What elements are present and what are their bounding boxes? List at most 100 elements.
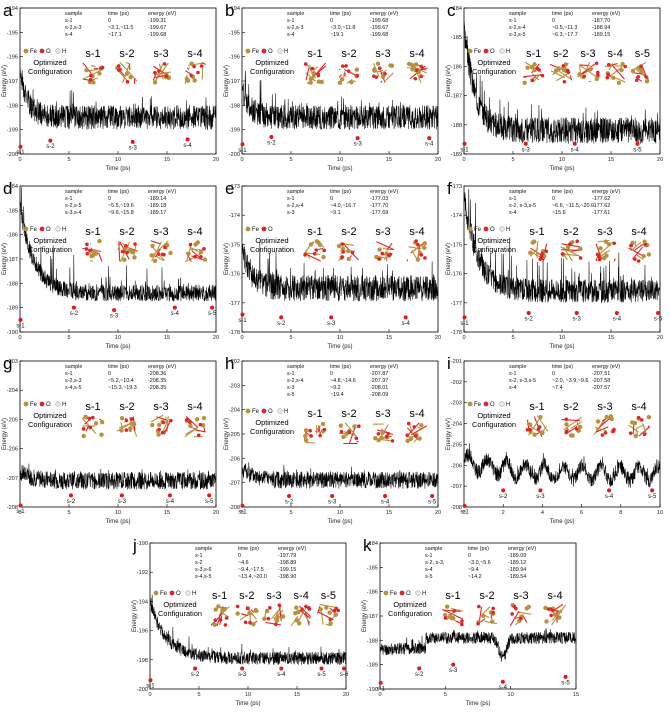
minimum-marker <box>526 311 531 316</box>
minimum-marker-label: s-6 <box>340 672 349 678</box>
x-tick-label: 10 <box>337 510 343 516</box>
table-header: time (ps) <box>330 11 351 17</box>
minimum-marker <box>319 666 324 671</box>
table-cell: -198.90 <box>278 574 296 580</box>
table-cell: 0 <box>552 196 555 202</box>
x-axis-label: Time (ps) <box>105 519 130 525</box>
structure-snapshot <box>117 241 138 262</box>
legend-label: Fe <box>390 591 398 597</box>
energy-trace <box>379 628 577 662</box>
panel-i: i -208 -207 -206 -205 -204 -203 -202 -201 0 2 4 6 8 10… <box>444 353 666 529</box>
x-tick-label: 20 <box>213 157 219 163</box>
table-cell: s-1 <box>65 18 73 24</box>
structure-label: s-4 <box>631 226 646 238</box>
structure-label: s-3 <box>597 401 612 413</box>
minimum-marker-label: s-4 <box>401 321 410 327</box>
table-cell: 0 <box>108 371 111 377</box>
legend-swatch-o <box>169 590 175 596</box>
table-header: time (ps) <box>108 189 129 195</box>
y-tick-label: -194 <box>137 599 148 605</box>
structure-snapshot <box>476 604 498 626</box>
table-cell: s-1 <box>287 371 295 377</box>
optimized-configuration-label: Optimized <box>477 58 510 67</box>
x-tick-label: 15 <box>164 157 170 163</box>
table-cell: -177.62 <box>592 203 610 209</box>
structure-snapshot <box>184 415 207 438</box>
structure-label: s-3 <box>580 48 595 60</box>
minimum-marker <box>240 142 245 147</box>
x-tick-label: 10 <box>115 510 121 516</box>
x-axis-label: Time (ps) <box>327 166 352 172</box>
energy-trace <box>149 594 347 665</box>
minimum-marker-label: s-1 <box>16 150 25 156</box>
structure-snapshot <box>560 239 583 262</box>
minimum-marker-label: s-5 <box>648 494 657 500</box>
minimum-marker-label: s-1 <box>238 509 247 515</box>
table-header: energy (eV) <box>148 364 176 370</box>
table-cell: s-3,s-5 <box>509 32 525 38</box>
x-tick-label: 5 <box>511 157 514 163</box>
table-cell: ~9.6,~15.8 <box>108 210 134 216</box>
legend-swatch-o <box>39 401 45 407</box>
x-axis-label: Time (ps) <box>327 519 352 525</box>
minimum-marker-label: s-1 <box>16 323 25 329</box>
table-cell: 0 <box>552 371 555 377</box>
table-cell: ~17.1 <box>108 32 122 38</box>
minimum-marker-label: s-1 <box>238 148 247 154</box>
structure-label: s-5 <box>321 590 336 602</box>
y-axis-label: Energy (eV) <box>2 243 8 275</box>
table-header: energy (eV) <box>508 546 536 552</box>
minimum-marker <box>462 503 467 508</box>
y-tick-label: -188 <box>367 638 378 644</box>
structure-snapshot <box>528 239 549 263</box>
y-tick-label: -205 <box>7 417 18 423</box>
legend-swatch-fe <box>245 48 251 54</box>
optimized-configuration-label: Configuration <box>28 420 72 429</box>
x-tick-label: 5 <box>289 335 292 341</box>
y-tick-label: -207 <box>7 476 18 482</box>
structure-label: s-1 <box>307 408 322 420</box>
structure-snapshot <box>336 242 359 262</box>
minimum-marker <box>71 305 76 310</box>
minimum-marker <box>538 488 543 493</box>
table-header: time (ps) <box>552 11 573 17</box>
y-tick-label: -190 <box>367 687 378 693</box>
structure-label: s-2 <box>119 48 134 60</box>
legend-label: Fe <box>474 402 482 408</box>
y-tick-label: -208 <box>451 505 462 511</box>
legend-label: Fe <box>30 49 38 55</box>
minimum-marker <box>148 678 153 683</box>
table-cell: -207.51 <box>592 371 610 377</box>
x-tick-label: 5 <box>197 692 200 698</box>
table-header: sample <box>509 364 526 370</box>
table-cell: -177.69 <box>370 210 388 216</box>
structure-snapshot <box>82 62 105 85</box>
x-tick-label: 20 <box>435 335 441 341</box>
panel-letter: a <box>3 1 13 20</box>
y-axis-label: Energy (eV) <box>362 600 368 632</box>
panel-letter: g <box>3 354 12 373</box>
x-tick-label: 0 <box>148 692 151 698</box>
table-cell: s-1 <box>287 196 295 202</box>
optimized-configuration-label: Optimized <box>33 58 66 67</box>
table-header: sample <box>287 364 304 370</box>
y-tick-label: -185 <box>367 565 378 571</box>
structure-label: s-4 <box>631 401 646 413</box>
minimum-marker-label: s-4 <box>425 142 434 148</box>
structure-label: s-3 <box>375 48 390 60</box>
energy-trace <box>463 188 661 303</box>
legend-swatch-fe <box>153 590 159 596</box>
optimized-configuration-label: Configuration <box>250 67 294 76</box>
legend-swatch-h <box>55 48 61 54</box>
y-tick-label: -196 <box>7 55 18 61</box>
minimum-marker <box>240 312 245 317</box>
table-cell: -208.35 <box>148 378 166 384</box>
legend-label: O <box>490 49 495 55</box>
y-tick-label: -199 <box>229 128 240 134</box>
structure-snapshot <box>150 414 173 437</box>
legend-swatch-h <box>415 590 421 596</box>
legend-swatch-fe <box>23 48 29 54</box>
x-tick-label: 5 <box>67 335 70 341</box>
table-cell: -197.79 <box>278 553 296 559</box>
legend-label: O <box>268 49 273 55</box>
